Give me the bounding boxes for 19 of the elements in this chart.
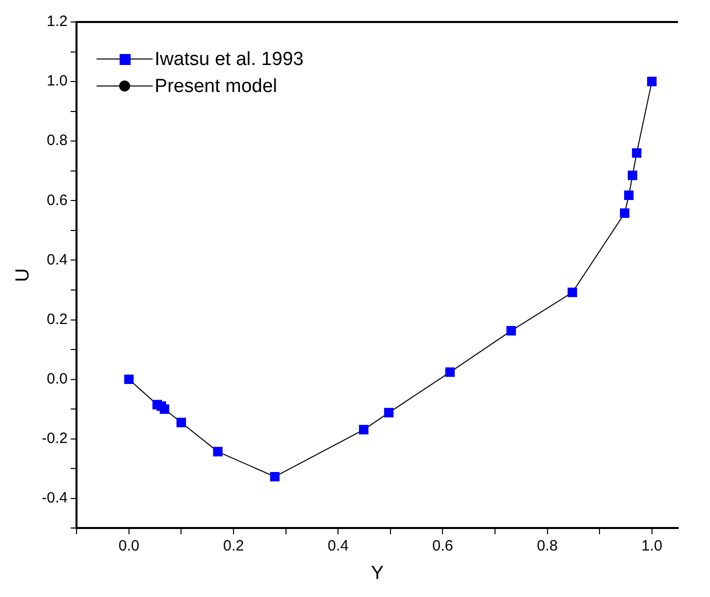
y-tick-label: 0.6 [46, 192, 68, 209]
y-tick-label: 1.2 [46, 13, 68, 30]
y-tick-label: 0.8 [46, 132, 68, 150]
y-tick-label: 0.0 [46, 370, 68, 388]
y-tick-label: 0.4 [46, 251, 68, 268]
x-tick-label: 0.6 [432, 537, 454, 554]
x-tick-label: 1.0 [641, 537, 662, 554]
legend-label: Iwatsu et al. 1993 [154, 49, 304, 70]
y-tick-label: -0.2 [42, 430, 68, 448]
y-tick-label: 1.0 [46, 72, 68, 90]
x-tick-label: 0.0 [118, 537, 140, 554]
y-tick-label: 0.2 [46, 310, 68, 328]
x-tick-label: 0.2 [223, 537, 244, 554]
x-tick-label: 0.4 [328, 537, 349, 554]
y-tick-label: -0.4 [42, 490, 68, 507]
legend-label: Present model [154, 76, 278, 98]
x-tick-label: 0.8 [536, 537, 558, 554]
y-axis-title: U [12, 268, 34, 282]
x-axis-title: Y [370, 562, 384, 584]
